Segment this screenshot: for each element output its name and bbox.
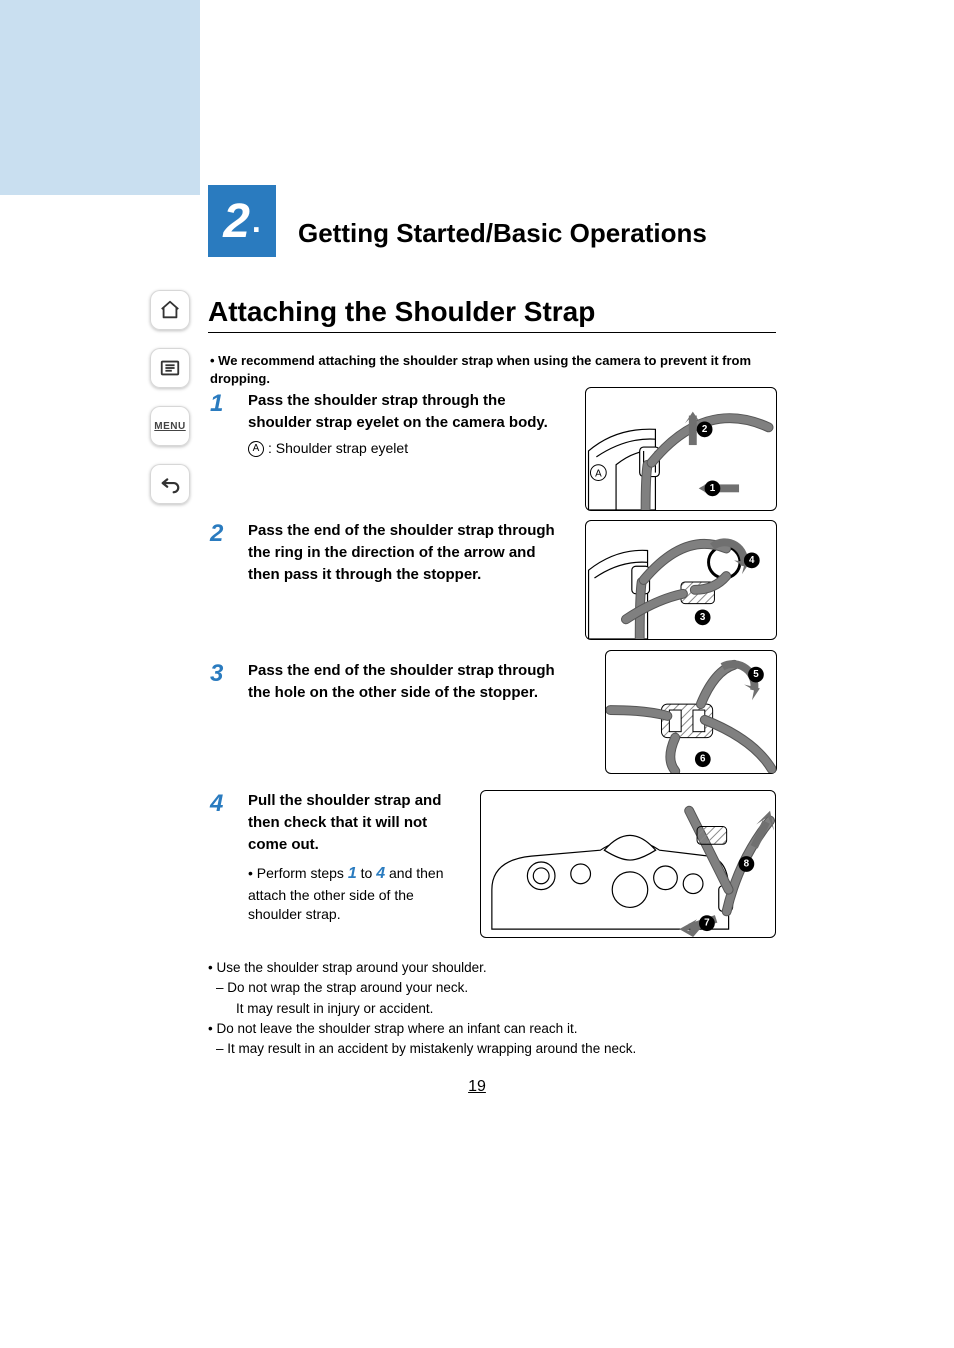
fig-dot-6: 6 xyxy=(700,754,706,765)
step-note: • Perform steps 1 to 4 and then attach t… xyxy=(248,863,470,925)
fig-dot-1: 1 xyxy=(710,483,716,494)
figure-step1: A 2 1 xyxy=(585,387,777,511)
step-number: 2 xyxy=(210,520,230,660)
fig-dot-8: 8 xyxy=(744,859,750,870)
eyelet-letter: A xyxy=(248,441,264,457)
fig-label-A: A xyxy=(595,469,602,480)
step-title: Pull the shoulder strap and then check t… xyxy=(248,790,470,855)
figure-step3: 5 6 xyxy=(605,650,777,774)
chapter-header: 2. Getting Started/Basic Operations xyxy=(208,185,778,257)
fig-dot-7: 7 xyxy=(704,918,710,929)
step-title: Pass the end of the shoulder strap throu… xyxy=(248,520,570,585)
fig-dot-4: 4 xyxy=(749,555,755,566)
caution-line: – It may result in an accident by mistak… xyxy=(208,1039,778,1059)
caution-line: It may result in injury or accident. xyxy=(208,999,778,1019)
home-icon[interactable] xyxy=(150,290,190,330)
fig-dot-2: 2 xyxy=(702,424,708,435)
cautions: • Use the shoulder strap around your sho… xyxy=(208,958,778,1059)
fig-dot-5: 5 xyxy=(753,669,759,680)
step-subtext: A: Shoulder strap eyelet xyxy=(248,440,570,457)
chapter-dot: . xyxy=(252,203,261,240)
figure-step2: 4 3 xyxy=(585,520,777,640)
back-icon[interactable] xyxy=(150,464,190,504)
caution-line: – Do not wrap the strap around your neck… xyxy=(208,978,778,998)
section-underline xyxy=(208,332,776,333)
chapter-number-badge: 2. xyxy=(208,185,276,257)
caution-line: • Use the shoulder strap around your sho… xyxy=(208,958,778,978)
contents-icon[interactable] xyxy=(150,348,190,388)
menu-button[interactable]: MENU xyxy=(150,406,190,446)
step-number: 1 xyxy=(210,390,230,520)
page-number[interactable]: 19 xyxy=(0,1078,954,1096)
note-text: to xyxy=(357,865,376,881)
caution-line: • Do not leave the shoulder strap where … xyxy=(208,1019,778,1039)
figure-step4: 8 7 xyxy=(480,790,776,938)
eyelet-text: : Shoulder strap eyelet xyxy=(268,440,408,456)
step-number: 3 xyxy=(210,660,230,790)
note-step-ref: 4 xyxy=(376,865,385,882)
note-text: • Perform steps xyxy=(248,865,348,881)
step-number: 4 xyxy=(210,790,230,925)
chapter-number: 2 xyxy=(223,194,250,249)
section-title: Attaching the Shoulder Strap xyxy=(208,296,595,328)
header-band xyxy=(0,0,200,195)
note-step-ref: 1 xyxy=(348,865,357,882)
recommend-note: • We recommend attaching the shoulder st… xyxy=(210,352,774,387)
fig-dot-3: 3 xyxy=(700,612,706,623)
side-nav: MENU xyxy=(148,290,192,504)
step-title: Pass the end of the shoulder strap throu… xyxy=(248,660,570,704)
chapter-title: Getting Started/Basic Operations xyxy=(298,218,707,257)
step-title: Pass the shoulder strap through the shou… xyxy=(248,390,570,434)
